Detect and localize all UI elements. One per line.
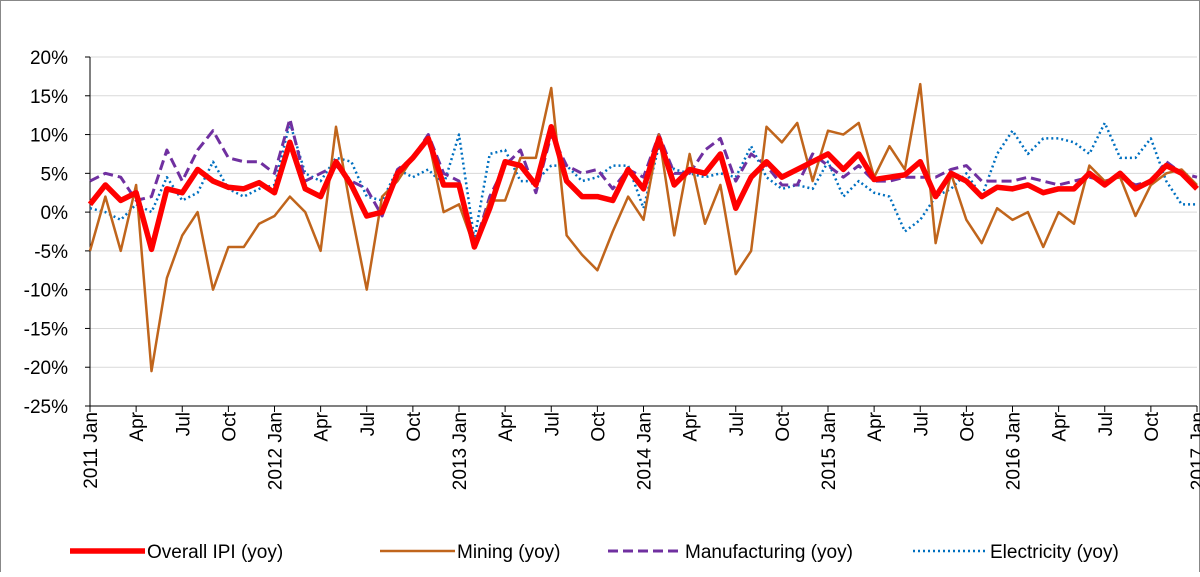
- y-tick-label: 15%: [30, 87, 68, 108]
- x-tick-label: Apr: [1050, 411, 1071, 441]
- x-tick-label: 2017 Jan: [1188, 412, 1200, 490]
- x-tick-label: Jul: [727, 412, 748, 436]
- x-tick-label: Jul: [1096, 412, 1117, 436]
- x-tick-label: Jul: [173, 412, 194, 436]
- series-line: [88, 82, 1198, 373]
- x-tick-label: Oct: [219, 411, 240, 441]
- x-tick-label: Jul: [911, 412, 932, 436]
- series-line: [87, 124, 1199, 253]
- x-tick-label: Apr: [127, 411, 148, 441]
- y-tick-label: -5%: [34, 242, 68, 263]
- x-tick-label: 2011 Jan: [81, 412, 102, 489]
- x-tick-label: 2015 Jan: [819, 412, 840, 490]
- series-line: [89, 117, 1198, 249]
- x-tick-label: Jul: [542, 412, 563, 436]
- y-tick-label: -25%: [24, 397, 68, 418]
- legend-label: Manufacturing (yoy): [685, 542, 853, 563]
- x-tick-label: Oct: [773, 411, 794, 441]
- legend-label: Overall IPI (yoy): [147, 542, 283, 563]
- x-tick-label: 2013 Jan: [450, 412, 471, 490]
- y-tick-label: 10%: [30, 126, 68, 147]
- y-tick-label: -15%: [24, 319, 68, 340]
- x-tick-label: 2014 Jan: [635, 412, 656, 490]
- y-tick-label: 20%: [30, 48, 68, 69]
- x-tick-label: 2016 Jan: [1004, 412, 1025, 490]
- x-tick-label: Oct: [588, 411, 609, 441]
- x-tick-label: Apr: [312, 411, 333, 441]
- x-tick-label: 2012 Jan: [266, 412, 287, 490]
- y-tick-label: 0%: [41, 203, 69, 224]
- x-tick-label: Jul: [358, 412, 379, 436]
- x-tick-label: Apr: [681, 411, 702, 441]
- x-tick-label: Oct: [957, 411, 978, 441]
- y-tick-label: -20%: [24, 358, 68, 379]
- y-tick-label: 5%: [41, 164, 69, 185]
- x-tick-label: Oct: [404, 411, 425, 441]
- x-tick-label: Apr: [865, 411, 886, 441]
- legend-label: Electricity (yoy): [990, 542, 1119, 563]
- x-tick-label: Oct: [1142, 411, 1163, 441]
- y-tick-label: -10%: [24, 281, 68, 302]
- x-tick-label: Apr: [496, 411, 517, 441]
- legend-label: Mining (yoy): [457, 542, 560, 563]
